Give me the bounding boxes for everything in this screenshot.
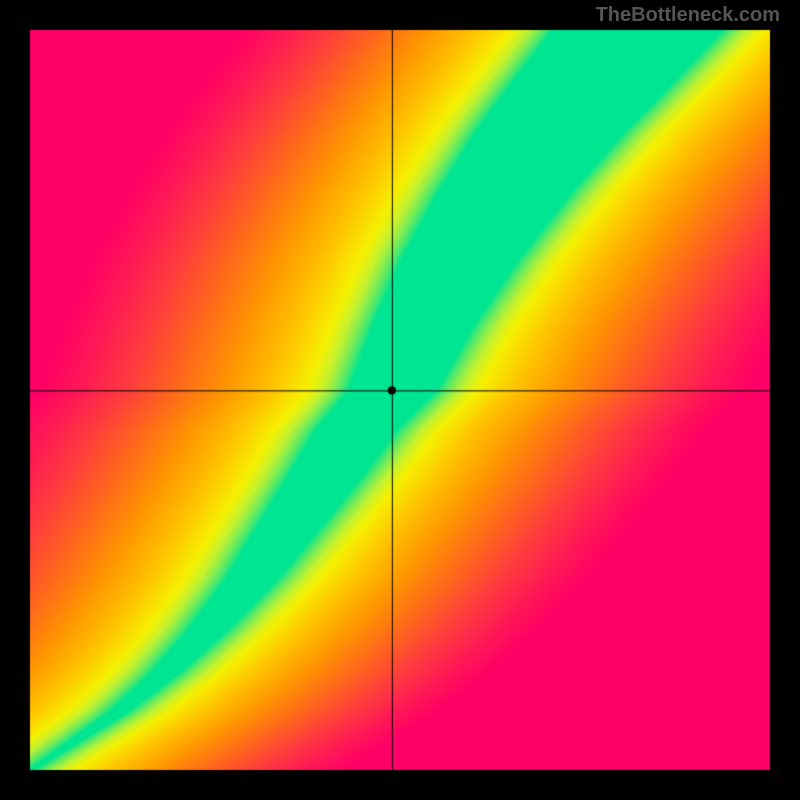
watermark-text: TheBottleneck.com: [596, 4, 780, 27]
heatmap-canvas: [0, 0, 800, 800]
chart-container: TheBottleneck.com: [0, 0, 800, 800]
